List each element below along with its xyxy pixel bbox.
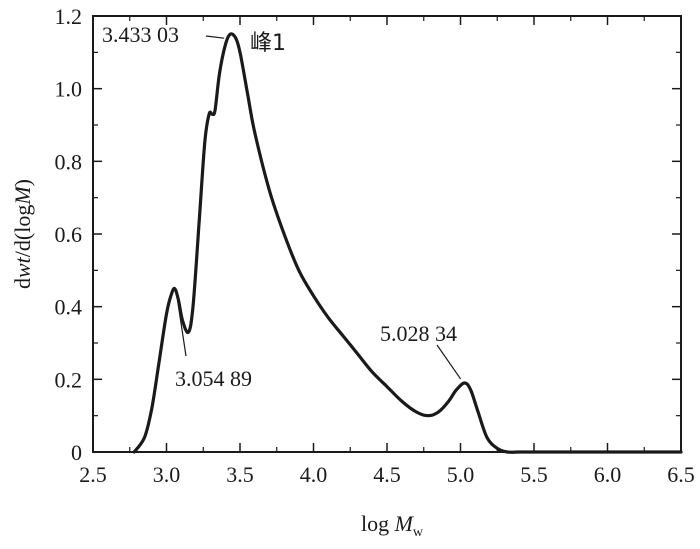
x-tick-label: 4.0: [300, 462, 328, 487]
data-series-line: [132, 32, 683, 454]
y-axis-title: dwt/d(logM): [10, 179, 35, 289]
peak-3054-leader-line: [176, 300, 187, 357]
x-tick-label: 3.5: [226, 462, 254, 487]
x-tick-label: 5.0: [447, 462, 475, 487]
x-tick-label: 5.5: [520, 462, 548, 487]
x-tick-label: 6.0: [594, 462, 622, 487]
x-tick-label: 3.0: [153, 462, 181, 487]
annotation-peak-3054: 3.054 89: [175, 366, 252, 391]
y-tick-label: 1.2: [55, 4, 83, 29]
annotation-peak1-value: 3.433 03: [102, 22, 179, 47]
x-tick-label: 2.5: [79, 462, 107, 487]
y-tick-label: 0.6: [55, 222, 83, 247]
x-tick-label: 4.5: [373, 462, 401, 487]
axis-ticks: [92, 15, 682, 453]
y-tick-label: 0.2: [55, 367, 83, 392]
x-tick-label: 6.5: [667, 462, 695, 487]
y-tick-labels: 0 0.2 0.4 0.6 0.8 1.0 1.2: [55, 4, 83, 465]
y-tick-label: 0.8: [55, 149, 83, 174]
annotation-peak1-label: 峰1: [250, 31, 286, 56]
peak1-leader-line: [205, 35, 225, 39]
y-tick-label: 0: [71, 440, 82, 465]
y-tick-label: 0.4: [55, 295, 83, 320]
x-axis-title: log Mw: [361, 511, 424, 540]
annotation-peak-5028: 5.028 34: [380, 321, 457, 346]
peak-5028-leader-line: [436, 344, 462, 380]
y-tick-label: 1.0: [55, 77, 83, 102]
x-tick-labels: 2.5 3.0 3.5 4.0 4.5 5.0 5.5 6.0 6.5: [79, 462, 695, 487]
